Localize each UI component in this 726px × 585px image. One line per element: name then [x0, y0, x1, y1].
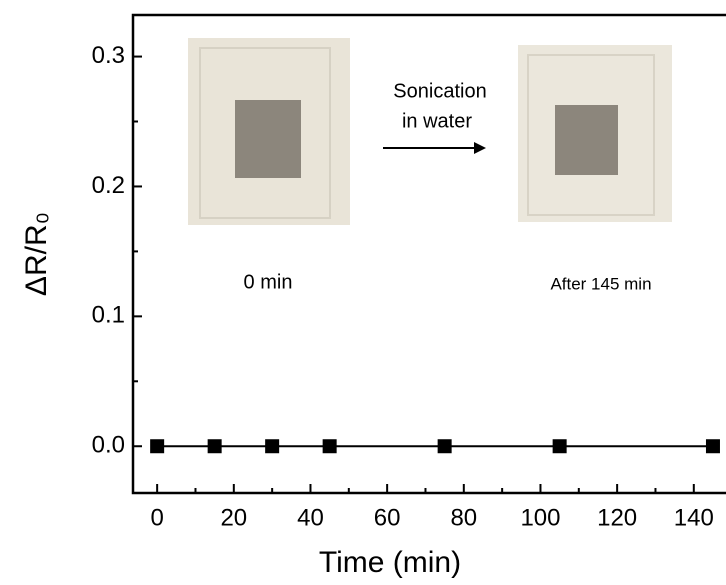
x-tick-label: 120 — [597, 504, 637, 531]
y-tick-label: 0.2 — [92, 172, 125, 199]
y-tick-label: 0.1 — [92, 302, 125, 329]
data-point — [322, 439, 337, 454]
y-tick-label: 0.3 — [92, 42, 125, 69]
x-tick-label: 20 — [220, 504, 247, 531]
arrow — [383, 142, 486, 154]
annotation: 0 min — [244, 271, 293, 293]
data-point — [437, 439, 452, 454]
x-axis-title: Time (min) — [319, 546, 461, 579]
data-point — [150, 439, 165, 454]
photo-after — [518, 45, 672, 222]
x-tick-label: 60 — [374, 504, 401, 531]
data-point — [552, 439, 567, 454]
photo-before — [188, 38, 350, 225]
annotation: Sonication — [393, 80, 486, 102]
data-point — [207, 439, 222, 454]
x-tick-label: 100 — [520, 504, 560, 531]
x-tick-label: 40 — [297, 504, 324, 531]
annotation: in water — [402, 110, 472, 132]
x-tick-label: 80 — [450, 504, 477, 531]
y-axis-title: ΔR/R₀ — [20, 212, 53, 296]
x-tick-label: 0 — [150, 504, 163, 531]
axis-frame — [131, 13, 726, 495]
annotation: After 145 min — [550, 274, 651, 293]
x-tick-label: 140 — [674, 504, 714, 531]
data-point — [265, 439, 280, 454]
data-point — [705, 439, 720, 454]
y-tick-label: 0.0 — [92, 432, 125, 459]
